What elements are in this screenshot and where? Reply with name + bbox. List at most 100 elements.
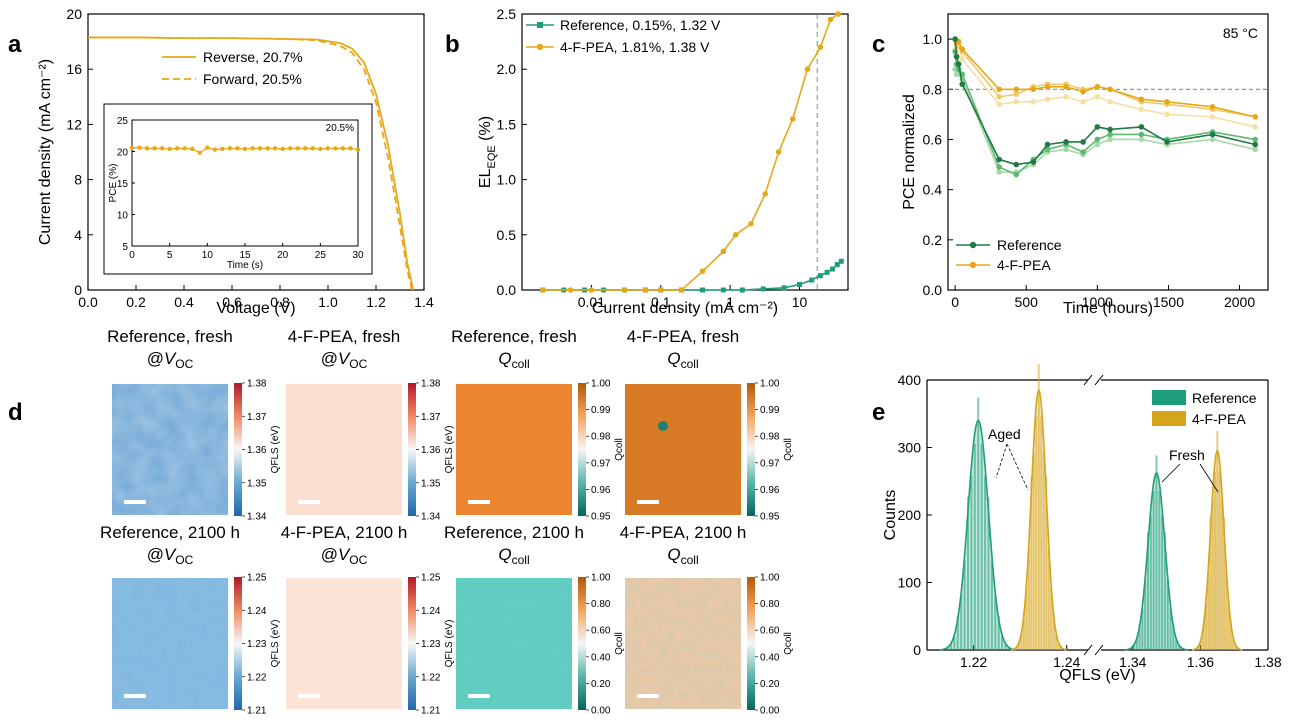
data-point xyxy=(996,169,1002,175)
histogram-bar xyxy=(997,615,1000,650)
y-tick-label: 4 xyxy=(74,227,82,243)
histogram-bar xyxy=(1030,476,1033,650)
data-point-circle xyxy=(678,287,685,293)
data-point xyxy=(1209,131,1216,138)
map-subtitle-main: Q xyxy=(667,545,680,564)
colorbar-tick-label: 1.34 xyxy=(421,512,441,523)
histogram-bar xyxy=(949,643,952,650)
map-title: 4-F-PEA, 2100 h xyxy=(620,523,747,542)
histogram-bar xyxy=(1052,611,1055,650)
y-tick-label: 8 xyxy=(74,172,82,188)
colorbar-tick-label: 1.36 xyxy=(247,445,267,456)
colorbar-tick-label: 0.96 xyxy=(591,485,611,496)
inset-pce-point xyxy=(265,146,270,151)
data-point-square xyxy=(781,285,787,291)
map-subtitle-main: Q xyxy=(667,349,680,368)
data-point-square xyxy=(760,286,766,292)
colorbar-tick-label: 1.00 xyxy=(591,573,611,584)
histogram-bar xyxy=(1037,364,1040,650)
data-point xyxy=(1080,149,1086,155)
x-tick-label: 1.38 xyxy=(1254,654,1281,670)
y-tick-label: 0.6 xyxy=(923,131,943,147)
annotation-pointer xyxy=(1161,463,1181,483)
data-point xyxy=(1107,126,1113,133)
colorbar-tick-label: 1.22 xyxy=(421,672,441,683)
data-point xyxy=(1107,99,1113,105)
histogram-bar xyxy=(1015,646,1018,650)
data-point-square xyxy=(720,287,726,293)
colorbar-label: Qcoll xyxy=(614,438,625,461)
colorbar xyxy=(234,383,242,516)
inset-y-tick-label: 5 xyxy=(122,242,128,253)
data-point xyxy=(1107,131,1113,138)
plot-frame xyxy=(521,13,849,291)
histogram-bar xyxy=(1132,645,1135,650)
legend-label: Reverse, 20.7% xyxy=(203,49,303,65)
x-tick-label: 0.4 xyxy=(174,294,194,310)
x-tick-label: 1.2 xyxy=(366,294,386,310)
inset-x-tick-label: 15 xyxy=(239,250,251,261)
colorbar-tick-label: 0.80 xyxy=(760,599,780,610)
colorbar-tick-label: 0.60 xyxy=(760,626,780,637)
y-axis-label: PCE normalized xyxy=(901,94,918,210)
x-tick-label: 1.24 xyxy=(1053,654,1080,670)
y-label-main: EL xyxy=(477,168,494,188)
data-point xyxy=(953,53,960,60)
histogram-bar xyxy=(1198,644,1201,650)
legend-marker xyxy=(536,43,544,51)
scale-bar xyxy=(468,694,490,698)
annotation-aged: Aged xyxy=(988,426,1021,442)
data-point xyxy=(1080,88,1086,95)
colorbar xyxy=(408,383,416,516)
colorbar-tick-label: 1.00 xyxy=(760,573,780,584)
data-point-circle xyxy=(775,149,782,155)
inset-pce-point xyxy=(250,146,255,151)
histogram-bar xyxy=(1169,608,1172,650)
histogram-bar xyxy=(977,397,980,650)
map-image xyxy=(286,578,402,709)
data-point xyxy=(1252,136,1258,143)
colorbar-label: QFLS (eV) xyxy=(444,426,455,474)
colorbar xyxy=(408,577,416,710)
colorbar-tick-label: 1.24 xyxy=(421,606,441,617)
data-point xyxy=(1209,114,1216,120)
map-texture xyxy=(112,578,228,709)
y-tick-label: 300 xyxy=(898,440,922,456)
data-point xyxy=(1044,141,1051,148)
colorbar-tick-label: 0.98 xyxy=(591,432,611,443)
histogram-bar xyxy=(1200,637,1203,650)
colorbar-tick-label: 0.96 xyxy=(760,485,780,496)
x-tick-label: 10 xyxy=(792,294,808,310)
data-point xyxy=(1107,86,1113,93)
y-tick-label: 0.4 xyxy=(923,182,943,198)
data-point-circle xyxy=(827,16,834,23)
histogram-bar xyxy=(1147,532,1150,650)
colorbar-label: Qcoll xyxy=(783,438,794,461)
colorbar xyxy=(578,383,586,516)
histogram-bar xyxy=(1229,620,1232,650)
map-subtitle: Qcoll xyxy=(667,545,698,567)
annotation-fresh: Fresh xyxy=(1169,447,1205,463)
legend-label: Forward, 20.5% xyxy=(203,71,302,87)
inset-pce-point xyxy=(295,146,300,151)
y-tick-label: 0.5 xyxy=(497,227,517,243)
inset-y-tick-label: 10 xyxy=(117,211,129,222)
x-tick-label: 1.22 xyxy=(960,654,987,670)
inset-y-tick-label: 25 xyxy=(117,116,129,127)
map-subtitle-prefix: @ xyxy=(147,545,164,564)
colorbar-label: QFLS (eV) xyxy=(270,426,281,474)
histogram-bar xyxy=(1227,602,1230,650)
data-point xyxy=(1063,83,1069,90)
colorbar-tick-label: 0.20 xyxy=(591,679,611,690)
histogram-bar xyxy=(994,595,997,650)
inset-pce-point xyxy=(197,150,202,155)
histogram-bar xyxy=(1161,515,1164,650)
data-point xyxy=(1063,146,1069,153)
data-point xyxy=(1030,99,1037,105)
x-tick-label: 500 xyxy=(1015,294,1039,310)
inset-pce-point xyxy=(227,146,233,151)
map-title: Reference, fresh xyxy=(451,327,577,346)
panel-d-maps: Reference, fresh@VOC1.381.371.361.351.34… xyxy=(100,327,794,717)
colorbar-tick-label: 0.95 xyxy=(591,512,611,523)
histogram-bar xyxy=(1138,623,1141,650)
